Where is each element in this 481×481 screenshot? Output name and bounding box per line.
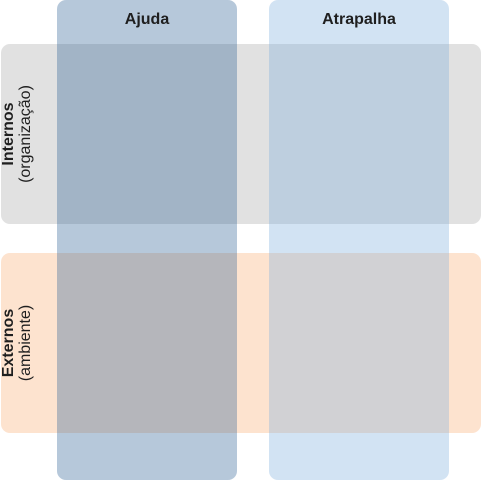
row-label-internos: Internos (organização) xyxy=(0,44,48,224)
column-label-ajuda: Ajuda xyxy=(124,11,170,28)
row-label-externos: Externos (ambiente) xyxy=(0,253,48,433)
column-band-atrapalha xyxy=(269,0,449,480)
row-band-internos xyxy=(1,44,481,224)
row-label-internos-subtitle: (organização) xyxy=(17,85,34,183)
row-label-internos-title: Internos xyxy=(0,102,17,166)
column-label-atrapalha: Atrapalha xyxy=(322,11,396,28)
row-label-externos-title: Externos xyxy=(0,308,17,378)
column-band-ajuda xyxy=(57,0,237,480)
row-label-externos-subtitle: (ambiente) xyxy=(17,304,34,382)
row-band-externos xyxy=(1,253,481,433)
